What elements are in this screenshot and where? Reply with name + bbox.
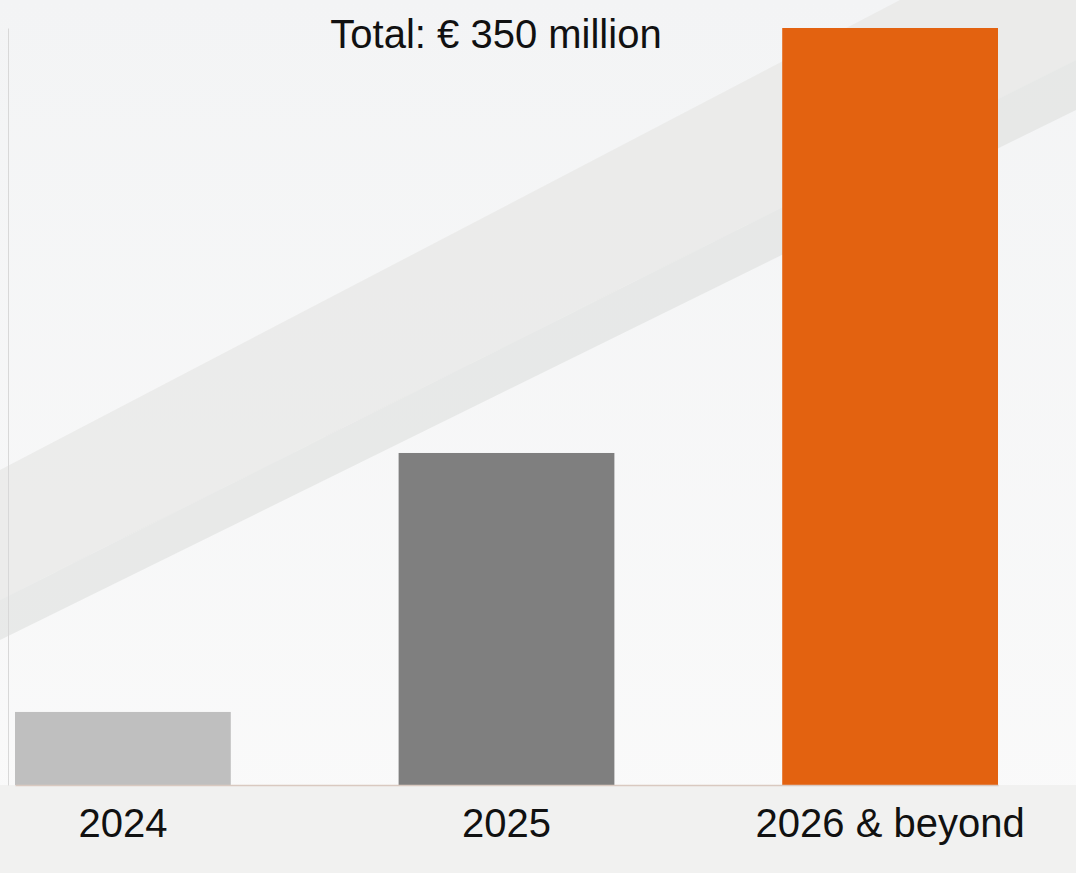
x-tick-label: 2025 — [462, 801, 551, 845]
x-axis: 2024 2025 2026 & beyond — [16, 785, 1025, 845]
x-tick: 2026 & beyond — [756, 785, 1025, 845]
bars — [15, 28, 998, 785]
bar — [399, 453, 615, 785]
bar — [782, 28, 998, 785]
title: Total: € 350 million — [330, 12, 661, 56]
x-tick: 2025 — [462, 785, 551, 845]
chart: 2024 2025 2026 & beyond Total: € 350 millio… — [0, 0, 1076, 873]
y-axis — [8, 29, 9, 786]
y-axis-line — [8, 29, 9, 786]
background — [0, 0, 1076, 873]
x-tick-label: 2024 — [78, 801, 167, 845]
background-ground — [0, 785, 1076, 873]
x-tick: 2024 — [78, 785, 167, 845]
x-axis-line — [16, 785, 999, 787]
x-tick-label: 2026 & beyond — [756, 801, 1025, 845]
bar — [15, 712, 231, 785]
